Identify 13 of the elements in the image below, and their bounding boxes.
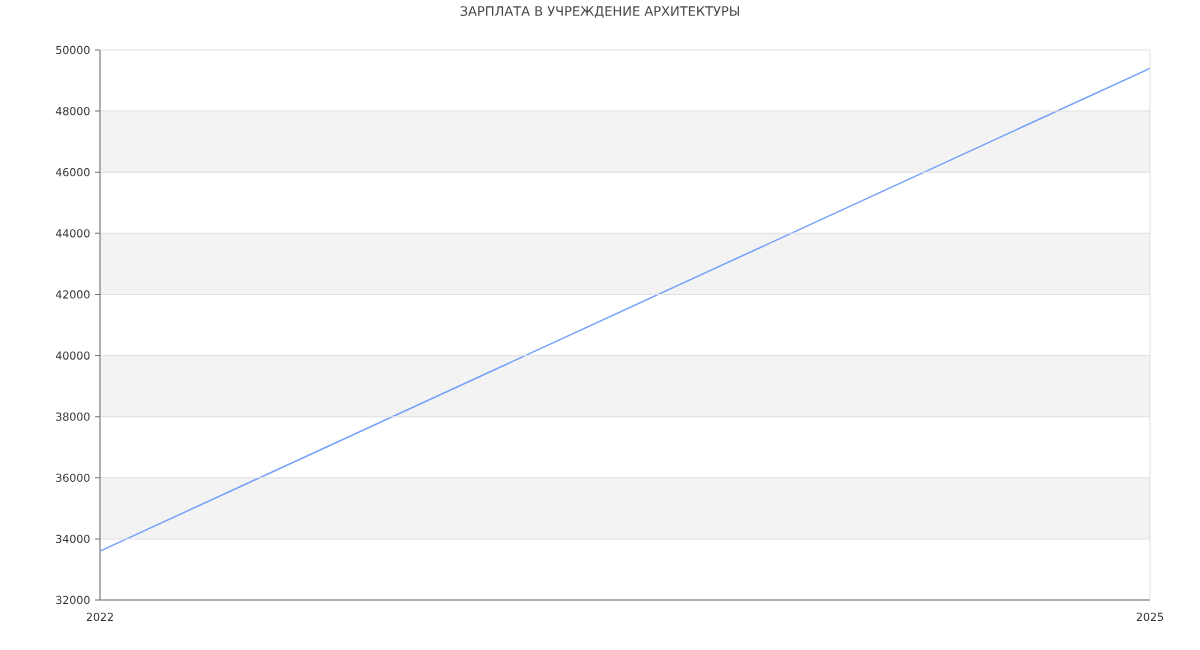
x-tick-label: 2025: [1136, 612, 1164, 622]
x-tick-label: 2022: [86, 612, 113, 622]
y-tick-label: 36000: [56, 473, 90, 482]
y-tick-label: 50000: [56, 45, 90, 55]
y-tick-label: 34000: [56, 534, 90, 544]
y-tick-label: 32000: [56, 595, 90, 605]
y-tick-label: 38000: [56, 412, 90, 421]
y-tick-label: 48000: [55, 106, 90, 116]
chart-title: ЗАРПЛАТА В УЧРЕЖДЕНИЕ АРХИТЕКТУРЫ: [460, 6, 739, 18]
y-tick-label: 44000: [55, 229, 90, 238]
y-tick-label: 42000: [55, 290, 90, 299]
y-tick-label: 40000: [55, 351, 90, 360]
y-tick-label: 46000: [55, 168, 90, 177]
